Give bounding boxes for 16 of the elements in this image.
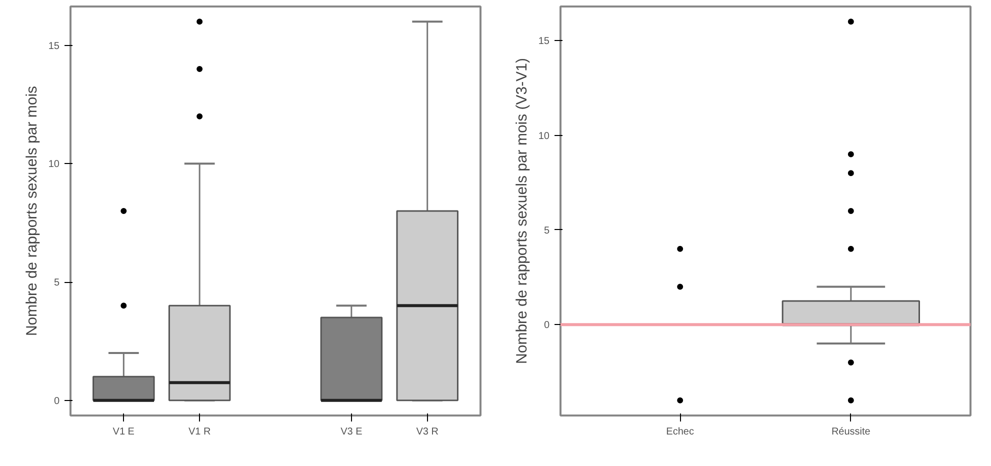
y-tick-label: 15: [538, 36, 550, 48]
x-tick-label: V3 E: [340, 426, 363, 438]
y-tick-label: 0: [544, 320, 550, 332]
y-axis-title: Nombre de rapports sexuels par mois: [23, 86, 40, 336]
x-tick-label: V3 R: [416, 426, 438, 438]
x-tick-label: Echec: [666, 426, 694, 438]
y-tick-label: 5: [544, 225, 550, 236]
y-tick-label: 0: [54, 396, 60, 407]
x-tick-label: V1 E: [112, 426, 135, 438]
y-axis-title: Nombre de rapports sexuels par mois (V3-V1): [513, 58, 530, 364]
y-tick-label: 5: [54, 278, 60, 289]
y-tick-label: 10: [48, 159, 60, 170]
y-tick-label: 10: [538, 130, 550, 142]
y-tick-label: 15: [48, 40, 60, 52]
x-tick-label: V1 R: [188, 426, 211, 438]
x-tick-label: Réussite: [831, 426, 871, 438]
